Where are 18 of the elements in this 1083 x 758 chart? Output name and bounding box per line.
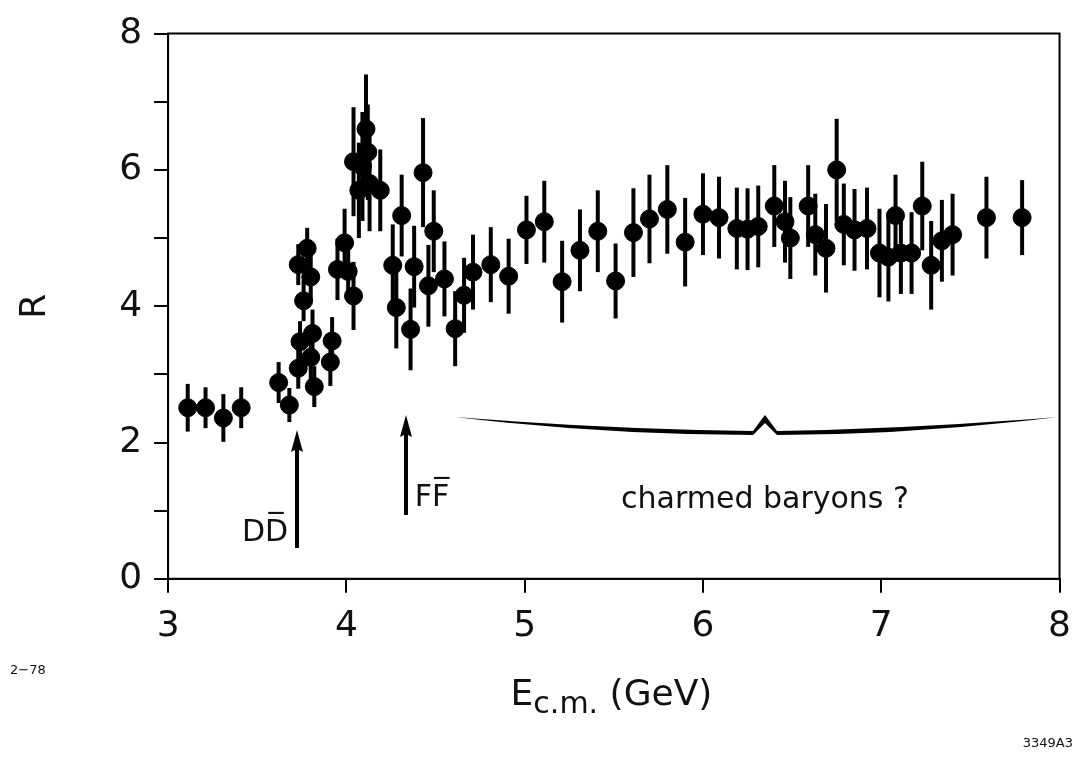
x-tick-label: 6 [691,602,715,644]
y-tick-label: 6 [119,146,143,188]
x-tick-label: 7 [869,602,893,644]
text: 3349A3 [1022,735,1073,750]
x-tick-label: 5 [513,602,537,644]
y-axis-title: R [11,293,53,319]
annotation: DD̅ [241,512,289,548]
y-tick-label: 2 [119,418,143,460]
annotation: charmed baryons ? [621,479,909,515]
x-tick-label: 4 [334,602,358,644]
x-tick-label: 8 [1048,602,1071,644]
y-tick-label: 0 [119,555,143,597]
x-tick-label: 3 [156,602,180,644]
x-axis-title: E$_{c.m.}$ (GeV) [510,672,713,721]
annotation: FF̅ [414,477,450,513]
y-tick-label: 8 [119,9,143,51]
y-tick-label: 4 [119,282,143,324]
text: 2−78 [10,662,46,677]
